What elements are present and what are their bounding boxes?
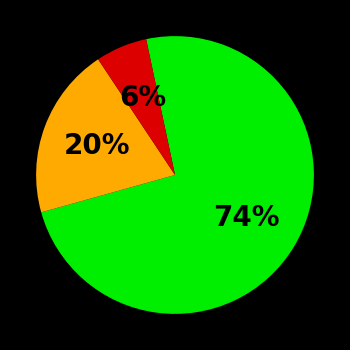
Wedge shape	[36, 59, 175, 212]
Text: 74%: 74%	[213, 204, 280, 232]
Text: 20%: 20%	[64, 132, 130, 160]
Wedge shape	[41, 36, 314, 314]
Wedge shape	[98, 39, 175, 175]
Text: 6%: 6%	[119, 84, 166, 112]
